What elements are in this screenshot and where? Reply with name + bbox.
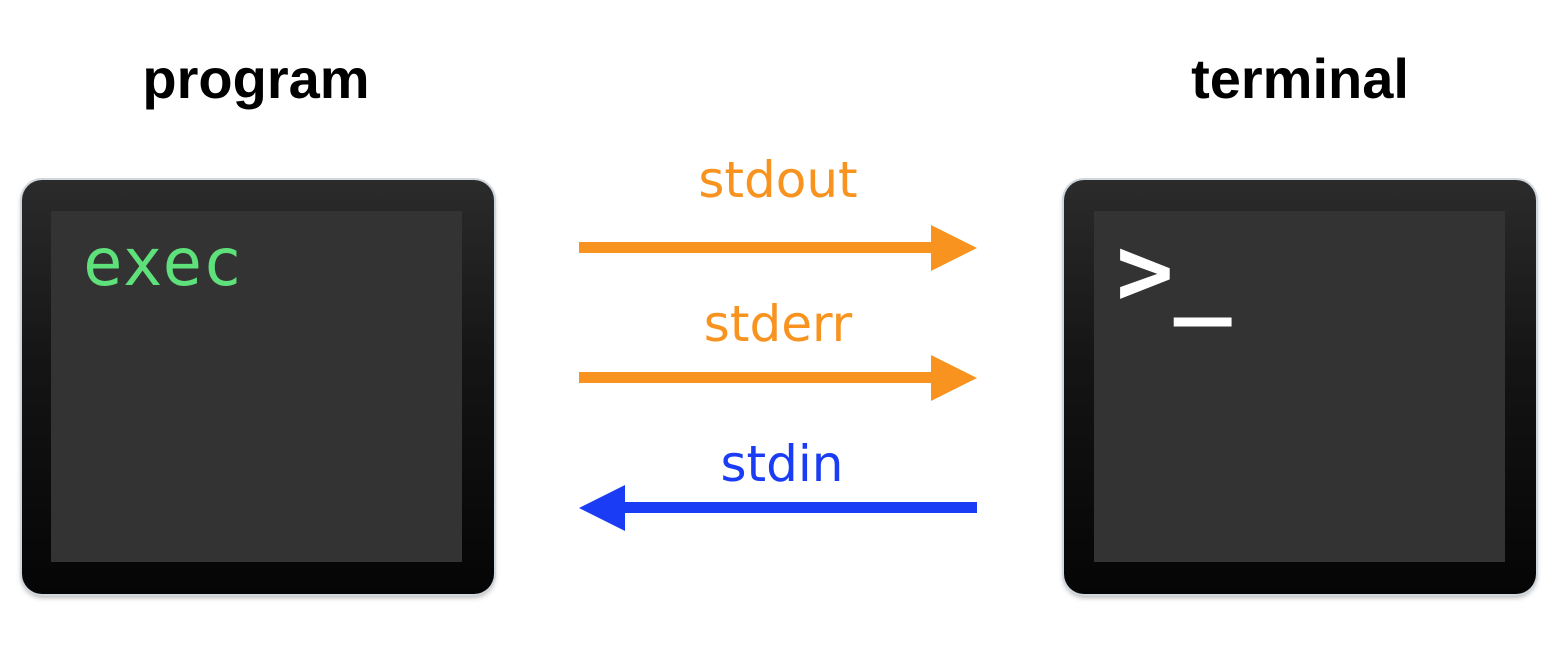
terminal-window: >_ bbox=[1064, 180, 1536, 594]
terminal-prompt-icon: >_ bbox=[1116, 215, 1232, 327]
program-screen: exec bbox=[51, 211, 462, 562]
stdout-label: stdout bbox=[698, 151, 858, 209]
stdin-arrow bbox=[579, 485, 977, 531]
terminal-title: terminal bbox=[1191, 47, 1409, 110]
stdin-label: stdin bbox=[720, 435, 844, 493]
program-screen-text: exec bbox=[83, 224, 242, 301]
stderr-arrow bbox=[579, 355, 977, 401]
program-window: exec bbox=[22, 180, 494, 594]
program-title: program bbox=[142, 47, 370, 110]
terminal-screen: >_ bbox=[1094, 211, 1505, 562]
stdout-arrow bbox=[579, 225, 977, 271]
stderr-label: stderr bbox=[703, 295, 853, 353]
